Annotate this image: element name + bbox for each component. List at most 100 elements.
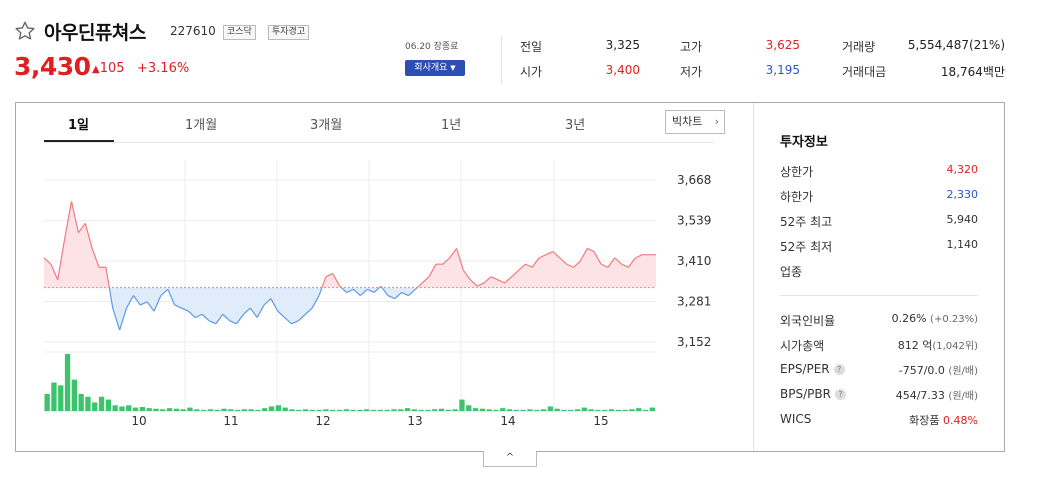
- price-line-segment: [181, 307, 189, 312]
- market-cap-rank: (1,042위): [932, 341, 978, 352]
- price-line-segment: [380, 285, 383, 289]
- volume-bar: [602, 409, 608, 411]
- volume-bar: [296, 409, 302, 411]
- volume-bar: [146, 408, 152, 411]
- active-tab-indicator: [44, 140, 114, 142]
- volume-bar: [574, 409, 581, 411]
- volume-bar: [228, 409, 234, 411]
- x-tick-label: 11: [223, 414, 238, 428]
- volume-bar: [44, 393, 50, 411]
- eps-per-main: -757/0.0: [898, 364, 945, 377]
- volume-bar: [384, 409, 390, 411]
- star-outline-icon[interactable]: [14, 20, 36, 42]
- week52-high-label: 52주 최고: [780, 215, 833, 229]
- low-label: 저가: [680, 65, 703, 79]
- price-line-segment: [373, 287, 380, 293]
- stock-name[interactable]: 아우딘퓨쳐스: [44, 22, 146, 44]
- tab-3m[interactable]: 3개월: [310, 118, 343, 133]
- price-line-segment: [353, 288, 361, 296]
- price-line-segment: [359, 288, 368, 296]
- high-label: 고가: [680, 40, 703, 54]
- price-line-segment: [442, 257, 451, 265]
- volume-bar: [316, 409, 322, 411]
- price-line-segment: [559, 257, 568, 265]
- volume-bar: [78, 393, 84, 411]
- price-line-segment: [366, 288, 375, 293]
- volume-bar: [493, 409, 499, 411]
- tab-1d[interactable]: 1일: [68, 118, 90, 133]
- price-line-segment: [339, 285, 342, 289]
- price-line-segment: [64, 201, 73, 240]
- price-line-segment: [91, 248, 100, 268]
- volume-bar: [289, 409, 295, 411]
- volume-bar: [642, 409, 649, 411]
- volume-bar: [513, 409, 519, 411]
- volume-bar: [132, 407, 139, 411]
- x-tick-label: 14: [500, 414, 515, 428]
- eps-per-unit: (원/배): [948, 366, 978, 377]
- help-icon[interactable]: ?: [834, 389, 846, 400]
- volume-bar: [445, 409, 451, 411]
- volume-bar: [506, 409, 513, 411]
- tab-1y[interactable]: 1년: [441, 118, 462, 133]
- volume-bar: [398, 409, 404, 411]
- volume-bar: [472, 408, 479, 411]
- price-line-segment: [614, 257, 623, 265]
- price-line-segment: [428, 263, 437, 277]
- volume-bar: [391, 409, 397, 411]
- wics-sector[interactable]: 화장품: [909, 414, 940, 427]
- price-line-segment: [70, 201, 79, 233]
- price-line-segment: [456, 248, 465, 271]
- price-line-segment: [119, 307, 128, 331]
- price-line-segment: [394, 291, 402, 300]
- volume-bar: [214, 409, 220, 411]
- volume-bar: [336, 409, 343, 411]
- tab-1m[interactable]: 1개월: [185, 118, 218, 133]
- market-cap-main: 812 억: [897, 339, 933, 352]
- big-chart-button[interactable]: 빅차트 ›: [665, 110, 725, 134]
- price-line-segment: [243, 307, 251, 315]
- volume-bar: [58, 385, 64, 411]
- company-info-button[interactable]: 회사개요 ▼: [405, 60, 465, 76]
- price-line-segment: [340, 287, 347, 293]
- collapse-button[interactable]: ^: [483, 451, 537, 467]
- price-line-segment: [318, 287, 323, 296]
- volume-bar: [105, 399, 111, 411]
- wics-value: 화장품 0.48%: [909, 412, 978, 428]
- price-line-segment: [195, 313, 203, 319]
- price-line-segment: [125, 295, 134, 309]
- market-cap-value: 812 억(1,042위): [898, 337, 978, 353]
- price-line-segment: [421, 276, 430, 284]
- volume-bar: [262, 408, 268, 411]
- tab-3y[interactable]: 3년: [565, 118, 586, 133]
- investment-info-title: 투자정보: [780, 135, 828, 150]
- amount-label: 거래대금: [842, 65, 887, 79]
- price-line-segment: [469, 279, 478, 287]
- sidebar-divider-line: [780, 295, 978, 296]
- price-line-segment: [573, 260, 581, 268]
- price-line-segment: [545, 251, 554, 256]
- amount-value: 18,764백만: [940, 65, 1005, 79]
- volume-bar: [166, 408, 173, 411]
- price-line-segment: [490, 276, 499, 281]
- volume-bar: [418, 409, 424, 411]
- volume-bar: [466, 405, 472, 411]
- price-line-segment: [511, 269, 519, 278]
- volume-bar: [234, 409, 241, 411]
- price-chart[interactable]: 3,668 3,539 3,410 3,281 3,152 10 11 12 13 14 15: [0, 0, 750, 450]
- price-line-segment: [108, 287, 114, 309]
- bps-pbr-text: BPS/PBR: [780, 387, 831, 401]
- volume-bar: [608, 409, 615, 411]
- volume-bar: [520, 409, 526, 411]
- up-arrow-icon: ▲: [92, 64, 100, 75]
- price-line-segment: [552, 251, 561, 259]
- price-line-segment: [607, 257, 616, 268]
- volume-bar: [160, 409, 166, 411]
- price-line-segment: [140, 301, 148, 306]
- volume-bar: [479, 408, 485, 411]
- bps-pbr-label: BPS/PBR?: [780, 387, 846, 401]
- y-tick-label: 3,281: [677, 295, 711, 309]
- help-icon[interactable]: ?: [833, 364, 845, 375]
- price-line-segment: [298, 313, 306, 322]
- price-line-segment: [263, 298, 272, 306]
